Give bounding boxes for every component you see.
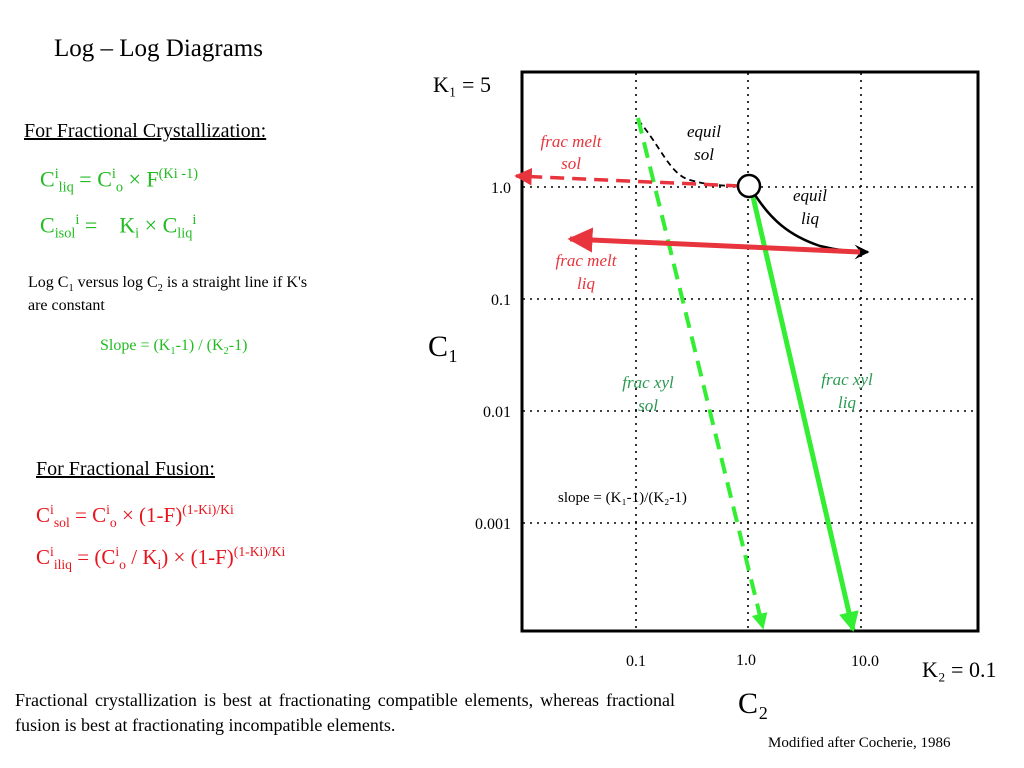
- frac-xyl-liq-line: [748, 187, 859, 632]
- frac-cryst-heading: For Fractional Crystallization:: [24, 120, 267, 142]
- frac-melt-sol-line: [514, 167, 741, 188]
- label-frac-xyl-sol: frac xyl: [622, 373, 674, 392]
- frac-cryst-eq1: Ciliq = Cio × F(Ki -1): [40, 166, 198, 196]
- label-frac-melt-sol: frac melt: [541, 132, 603, 151]
- frac-fusion-heading: For Fractional Fusion:: [36, 458, 215, 480]
- initial-composition-point: [736, 173, 762, 199]
- label-equil-sol-2: sol: [694, 145, 714, 164]
- frac-fusion-eq2: Ciiliq = (Cio / Ki) × (1-F)(1-Ki)/Ki: [36, 544, 286, 573]
- label-frac-xyl-liq: frac xyl: [821, 370, 873, 389]
- label-frac-xyl-sol-2: sol: [638, 396, 658, 415]
- slope-formula: Slope = (K1-1) / (K2-1): [100, 337, 248, 358]
- log-line-note-line2: are constant: [28, 297, 105, 314]
- label-frac-melt-sol-2: sol: [561, 154, 581, 173]
- frac-melt-liq-line: [567, 227, 861, 255]
- y-tick-label: 0.001: [475, 516, 511, 533]
- y-tick-label: 0.1: [491, 292, 511, 309]
- frac-cryst-eq2: Cisoli = Ki × Cliqi: [40, 212, 197, 242]
- frac-xyl-sol-line: [636, 117, 768, 630]
- label-equil-liq-2: liq: [801, 209, 819, 228]
- label-frac-melt-liq: frac melt: [556, 251, 618, 270]
- page-title: Log – Log Diagrams: [54, 35, 263, 62]
- y-tick-label: 0.01: [483, 404, 511, 421]
- k1-label: K₁ = 5: [433, 72, 491, 97]
- credit-text: Modified after Cocherie, 1986: [768, 735, 951, 751]
- conclusion-text: Fractional crystallization is best at fr…: [15, 690, 675, 735]
- label-frac-melt-liq-2: liq: [577, 274, 595, 293]
- y-axis-label: C₁: [428, 330, 458, 363]
- label-frac-xyl-liq-2: liq: [838, 393, 856, 412]
- equil-sol-curve: [637, 119, 747, 187]
- x-axis-label: C₂: [738, 687, 768, 720]
- x-tick-label: 0.1: [626, 653, 646, 670]
- k2-label: K₂ = 0.1: [922, 657, 996, 682]
- y-tick-label: 1.0: [491, 180, 511, 197]
- slope-label: slope = (K₁-1)/(K₂-1): [558, 490, 687, 506]
- grid-lines: [523, 73, 977, 630]
- log-line-note: Log C1 versus log C2 is a straight line …: [28, 274, 308, 295]
- label-equil-sol: equil: [687, 122, 721, 141]
- frac-fusion-eq1: Cisol = Cio × (1-F)(1-Ki)/Ki: [36, 502, 234, 531]
- x-tick-label: 10.0: [851, 653, 879, 670]
- diagram-frame: [520, 70, 980, 633]
- x-tick-label: 1.0: [736, 652, 756, 669]
- label-equil-liq: equil: [793, 186, 827, 205]
